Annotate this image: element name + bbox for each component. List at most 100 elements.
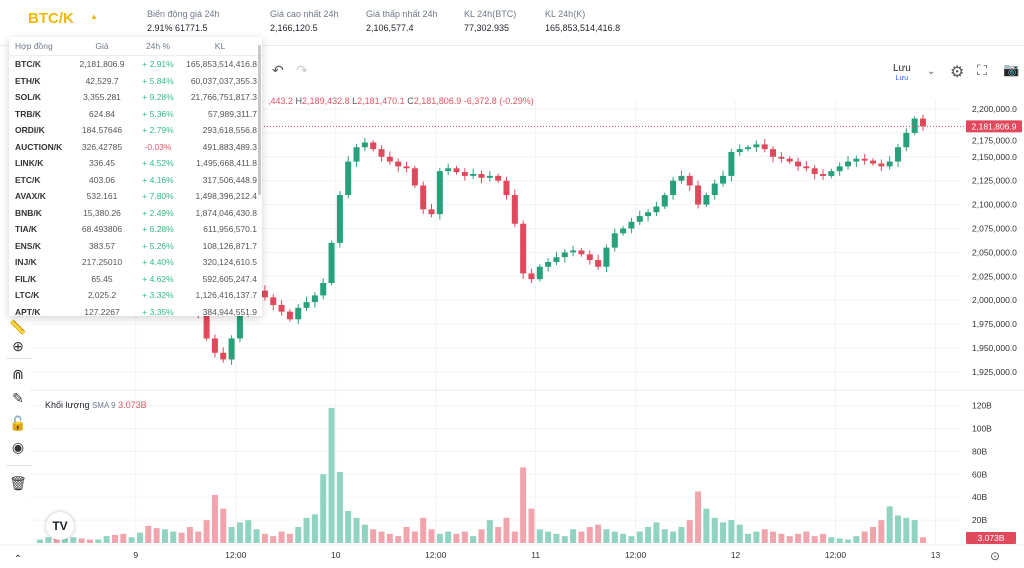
candle-body [328,242,335,283]
lock-icon[interactable]: 🔓 [9,415,27,431]
candle-body [236,314,243,339]
volume-bar [903,517,910,543]
caret-up-icon[interactable]: ▲ [90,12,98,21]
lock-drawing-icon[interactable]: ✎ [12,390,24,406]
volume-bar [436,533,443,543]
col-change[interactable]: 24h % [145,41,171,51]
volume-bar [370,529,377,543]
volume-bar [453,533,460,543]
settings-circle-icon[interactable]: ⊙ [990,549,1001,563]
candle-body [720,175,727,184]
row-symbol: BNB/K [15,207,42,218]
market-row[interactable]: ENS/K 383.57 + 5.26% 108,126,871.7 [9,238,262,255]
volume-bar [878,520,885,543]
volume-tick: 120B [972,401,992,411]
candle-body [261,290,268,298]
market-row[interactable]: TRB/K 624.84 + 5.36% 57,989,311.7 [9,106,262,123]
stat-value: 2.91% 61771.5 [147,23,208,33]
volume-bar [37,539,43,543]
stat-label: Biến động giá 24h [147,9,220,19]
chevron-down-icon[interactable]: ⌄ [927,66,936,77]
symbol-selector[interactable]: BTC/K [28,10,74,27]
candle-body [470,174,477,176]
volume-bar [253,529,260,543]
row-symbol: ENS/K [15,240,41,251]
candle-body [736,149,743,153]
fullscreen-icon[interactable]: ⛶ [977,62,987,78]
volume-tick: 40B [972,492,987,502]
time-tick: 9 [133,550,138,560]
camera-icon[interactable]: 📷 [1003,62,1020,77]
volume-bar [861,531,868,543]
col-price[interactable]: Giá [95,41,109,51]
row-price: 3,355.281 [83,92,121,103]
market-row[interactable]: LINK/K 336.45 + 4.52% 1,495,668,411.8 [9,155,262,172]
market-row[interactable]: AUCTION/K 326.42785 -0.03% 491,883,489.3 [9,139,262,156]
gear-icon[interactable]: ⚙ [950,64,965,81]
market-row[interactable]: ETC/K 403.06 + 4.16% 317,506,448.9 [9,172,262,189]
volume-bar [678,526,685,543]
volume-bar [653,522,660,543]
stat-value: 165,853,514,416.8 [545,23,621,33]
tradingview-logo[interactable]: TV [46,512,74,540]
stat-label: Giá thấp nhất 24h [366,9,438,19]
market-row[interactable]: LTC/K 2,025.2 + 3.32% 1,126,416,137.7 [9,287,262,304]
ticker-header: BTC/K ▲ Biến động giá 24h 2.91% 61771.5 G… [0,0,1024,46]
candle-body [561,252,568,258]
candle-body [461,172,468,176]
candle-body [761,144,768,150]
market-row[interactable]: FIL/K 65.45 + 4.62% 592,605,247.4 [9,271,262,288]
row-volume: 384,944,551.9 [202,306,257,316]
save-button[interactable]: Lưu Lưu [893,64,911,84]
current-price-badge [966,120,1022,133]
candle-body [870,160,876,164]
candle-body [586,254,593,261]
candle-body [336,195,343,243]
ruler-icon[interactable]: 📏 [9,319,27,335]
time-tick: 12 [731,550,741,560]
candle-body [411,168,418,186]
market-row[interactable]: BTC/K 2,181,806.9 + 2.91% 165,853,514,416.8 [9,56,262,73]
eye-icon[interactable]: ◉ [11,439,25,455]
chevron-up-icon[interactable]: ⌃ [13,554,23,565]
stat-low: Giá thấp nhất 24h 2,106,577.4 [366,9,438,34]
volume-bar [870,526,876,543]
market-row[interactable]: ETH/K 42,529.7 + 5.84% 60,037,037,355.3 [9,73,262,90]
volume-bar [61,538,68,543]
row-volume: 165,853,514,416.8 [186,59,257,70]
undo-icon[interactable]: ↶ [272,62,284,78]
market-row[interactable]: BNB/K 15,380.26 + 2.49% 1,874,046,430.8 [9,205,262,222]
candle-body [753,144,760,148]
candle-body [611,233,618,248]
candle-body [353,147,360,162]
col-volume[interactable]: KL [214,41,226,51]
price-tick: 2,050,000.0 [972,247,1017,257]
scrollbar[interactable] [258,45,261,195]
row-price: 532.161 [86,191,118,202]
volume-bar [528,508,535,543]
market-row[interactable]: APT/K 127.2267 + 3.35% 384,944,551.9 [9,304,262,316]
row-price: 403.06 [89,174,115,185]
volume-bar [695,491,702,543]
market-row[interactable]: SOL/K 3,355.281 + 9.28% 21,766,751,817.3 [9,89,262,106]
market-row[interactable]: AVAX/K 532.161 + 7.80% 1,498,396,212.4 [9,188,262,205]
candle-body [228,338,235,360]
row-change: + 2.49% [142,207,174,218]
market-row[interactable]: INJ/K 217.25010 + 4.40% 320,124,610.5 [9,254,262,271]
volume-bar [595,524,602,543]
col-contract[interactable]: Hợp đồng [15,41,53,51]
magnet-icon[interactable]: ⋒ [12,366,24,382]
zoom-in-icon[interactable]: ⊕ [12,338,24,354]
volume-bar [336,472,343,543]
candle-body [295,307,302,320]
market-table-header: Hợp đồng Giá 24h % KL [9,37,262,56]
trash-icon[interactable]: 🗑 [9,475,27,491]
market-row[interactable]: ORDI/K 184.57646 + 2.79% 293,618,556.8 [9,122,262,139]
stat-vol-k: KL 24h(K) 165,853,514,416.8 [545,9,620,34]
volume-bar [103,536,110,543]
time-tick: 13 [931,550,941,560]
market-row[interactable]: TIA/K 68.493806 + 6.28% 611,956,570.1 [9,221,262,238]
volume-bar [503,517,510,543]
redo-icon[interactable]: ↷ [296,62,308,78]
